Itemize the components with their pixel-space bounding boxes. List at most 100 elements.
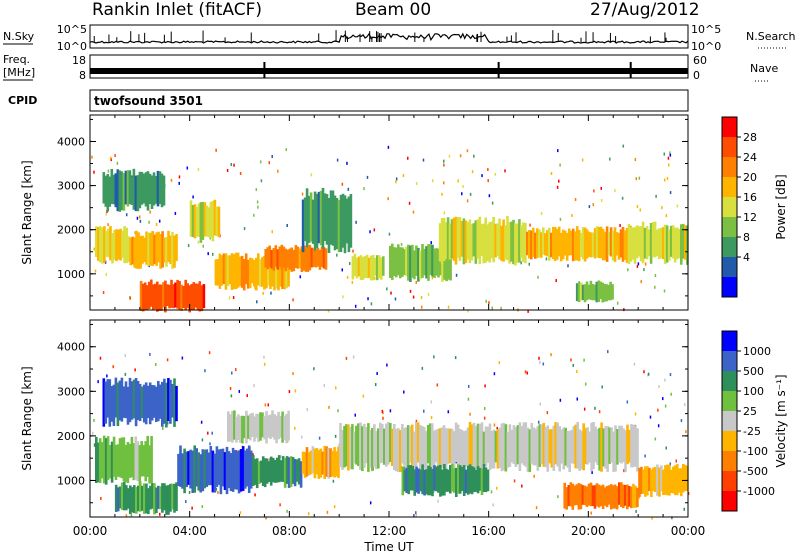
echo-cell — [367, 423, 370, 472]
echo-cell — [132, 379, 136, 419]
echo-cell — [614, 425, 617, 472]
echo-cell — [333, 447, 336, 478]
echo-cell — [373, 257, 377, 276]
echo-cell — [520, 225, 523, 258]
scatter-pixel — [404, 466, 406, 470]
colorbar-segment — [722, 411, 737, 432]
echo-cell — [311, 446, 315, 474]
echo-cell — [616, 429, 619, 465]
scatter-pixel — [277, 169, 279, 173]
echo-cell — [200, 285, 204, 312]
scatter-pixel — [286, 509, 288, 513]
echo-cell — [148, 382, 152, 425]
echo-cell — [540, 232, 543, 258]
echo-cell — [472, 467, 476, 493]
echo-cell — [542, 227, 545, 255]
echo-cell — [279, 415, 282, 438]
echo-cell — [123, 226, 126, 264]
scatter-pixel — [395, 177, 398, 181]
echo-cell — [472, 223, 476, 257]
echo-cell — [389, 423, 392, 463]
scatter-pixel — [301, 435, 303, 439]
echo-cell — [190, 284, 193, 311]
echo-cell — [484, 217, 487, 263]
echo-cell — [458, 465, 462, 494]
scatter-pixel — [570, 358, 572, 362]
echo-cell — [277, 259, 280, 291]
echo-cell — [201, 449, 205, 492]
echo-cell — [590, 422, 593, 472]
echo-cell — [288, 248, 292, 270]
scatter-pixel — [263, 362, 266, 366]
echo-cell — [235, 451, 239, 490]
echo-cell — [226, 255, 230, 287]
echo-cell — [157, 485, 160, 509]
scatter-pixel — [382, 416, 384, 420]
echo-cell — [570, 430, 573, 464]
echo-cell — [522, 222, 525, 262]
echo-cell — [657, 228, 661, 260]
echo-cell — [335, 451, 338, 477]
echo-cell — [248, 257, 252, 289]
cpid-value: twofsound 3501 — [94, 94, 203, 108]
echo-cell — [106, 436, 110, 481]
scatter-pixel — [337, 409, 339, 413]
scatter-pixel — [202, 244, 204, 248]
scatter-pixel — [607, 350, 609, 354]
echo-cell — [257, 253, 260, 286]
colorbar-tick-label: -500 — [743, 465, 768, 478]
scatter-pixel — [663, 152, 666, 156]
echo-cell — [595, 483, 599, 507]
scatter-pixel — [93, 418, 95, 422]
echo-cell — [571, 228, 575, 262]
scatter-pixel — [430, 241, 432, 245]
echo-cell — [156, 170, 160, 207]
echo-cell — [429, 467, 432, 496]
echo-cell — [603, 231, 607, 261]
echo-cell — [233, 410, 236, 440]
echo-cell — [318, 249, 322, 270]
echo-cell — [195, 206, 199, 237]
echo-cell — [417, 468, 420, 494]
scatter-pixel — [669, 191, 672, 195]
scatter-pixel — [114, 154, 116, 158]
echo-cell — [488, 222, 491, 263]
echo-cell — [312, 248, 316, 267]
scatter-pixel — [651, 516, 653, 520]
echo-cell — [528, 429, 532, 473]
echo-cell — [173, 483, 176, 513]
scatter-pixel — [334, 386, 337, 390]
echo-cell — [219, 449, 223, 495]
echo-cell — [193, 445, 196, 493]
scatter-pixel — [559, 398, 562, 402]
nsky-trace — [89, 32, 689, 44]
scatter-pixel — [106, 374, 108, 378]
echo-cell — [401, 424, 404, 464]
echo-cell — [141, 283, 145, 312]
echo-cell — [644, 466, 647, 497]
echo-cell — [105, 230, 108, 257]
colorbar-tick-label: 500 — [743, 365, 764, 378]
echo-cell — [116, 169, 120, 212]
echo-cell — [343, 195, 347, 254]
echo-cell — [582, 423, 585, 471]
echo-cell — [588, 431, 591, 463]
echo-cell — [279, 253, 282, 287]
echo-cell — [625, 228, 629, 263]
echo-cell — [261, 412, 264, 438]
echo-cell — [678, 228, 681, 259]
echo-cell — [393, 247, 396, 277]
scatter-pixel — [431, 276, 434, 280]
echo-cell — [153, 234, 156, 265]
echo-cell — [589, 280, 593, 300]
scatter-pixel — [209, 236, 211, 240]
echo-cell — [558, 426, 561, 472]
echo-cell — [199, 454, 202, 493]
y-tick-label: 1000 — [57, 268, 85, 281]
nsky-frame — [89, 24, 689, 49]
echo-cell — [121, 230, 124, 258]
echo-cell — [602, 428, 605, 467]
scatter-pixel — [669, 151, 671, 155]
echo-cell — [668, 464, 671, 496]
scatter-pixel — [670, 392, 672, 396]
